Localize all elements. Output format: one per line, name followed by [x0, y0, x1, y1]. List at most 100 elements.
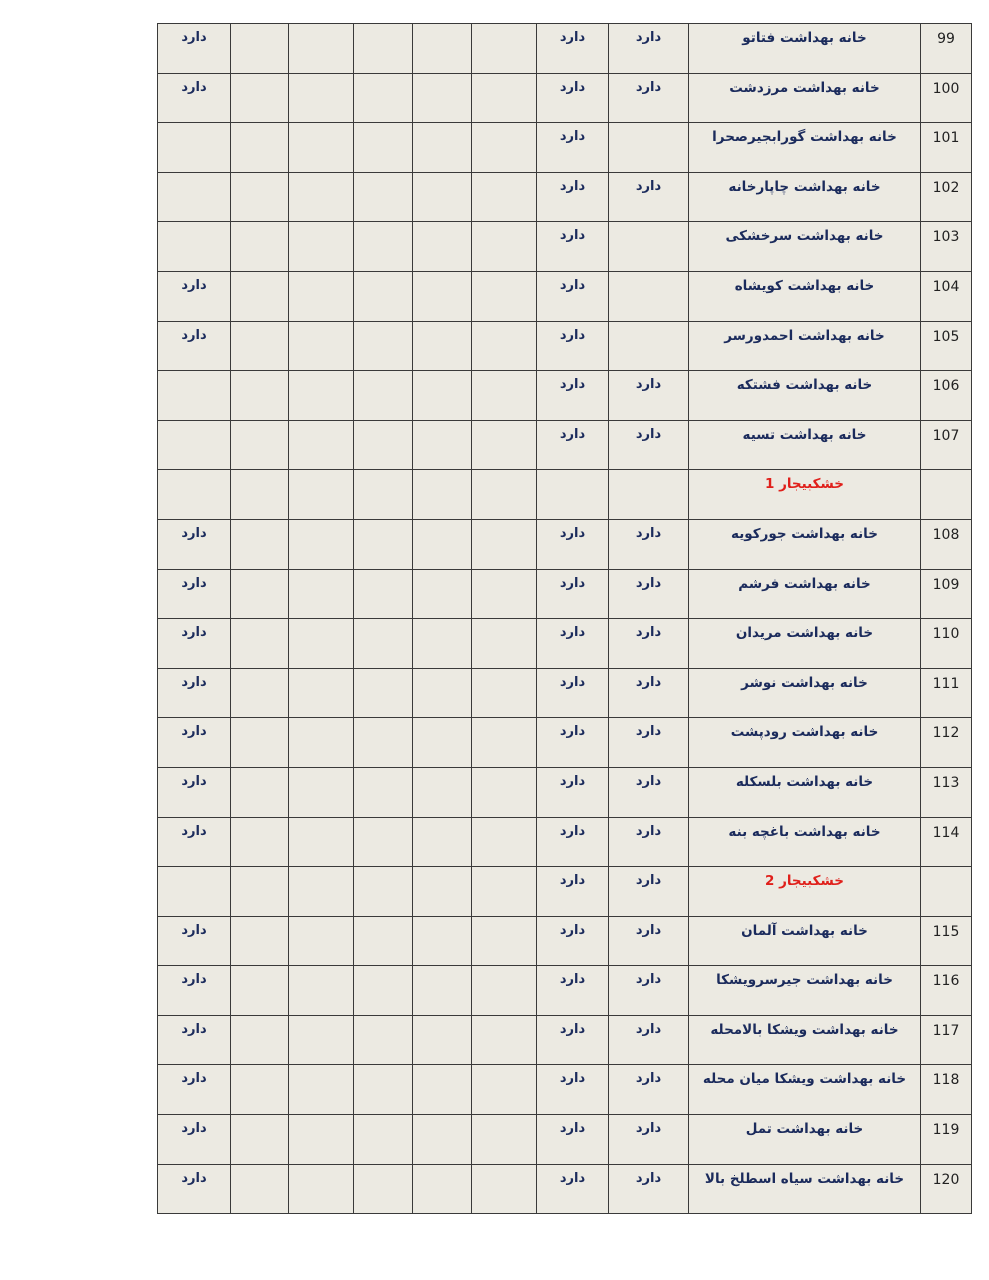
- status-cell-2: [536, 469, 609, 520]
- row-number: 120: [920, 1163, 972, 1215]
- status-cell-7: [230, 221, 289, 272]
- status-cell-1: دارد: [608, 667, 689, 719]
- health-house-name: خانه بهداشت جورکویه: [688, 518, 921, 570]
- status-cell-8: [157, 419, 231, 471]
- status-cell-6: [288, 816, 354, 868]
- status-cell-5: [353, 915, 413, 967]
- status-cell-8: دارد: [157, 766, 231, 818]
- status-cell-8: [157, 866, 231, 917]
- status-cell-8: دارد: [157, 1064, 231, 1116]
- status-cell-6: [288, 221, 354, 272]
- status-cell-5: [353, 72, 413, 124]
- status-cell-5: [353, 320, 413, 372]
- status-cell-5: [353, 270, 413, 322]
- health-house-name: خانه بهداشت سیاه اسطلخ بالا: [688, 1163, 921, 1215]
- status-cell-8: دارد: [157, 816, 231, 868]
- status-cell-4: [412, 965, 472, 1016]
- status-cell-7: [230, 667, 289, 719]
- status-cell-6: [288, 1114, 354, 1165]
- table-row: 109 خانه بهداشت فرشم دارد دارد دارد: [157, 568, 972, 620]
- status-cell-6: [288, 370, 354, 421]
- status-cell-1: دارد: [608, 568, 689, 620]
- status-cell-1: دارد: [608, 717, 689, 768]
- status-cell-1: دارد: [608, 72, 689, 124]
- health-house-name: خانه بهداشت کویشاه: [688, 270, 921, 322]
- status-cell-5: [353, 23, 413, 74]
- status-cell-3: [471, 518, 537, 570]
- status-cell-2: دارد: [536, 866, 609, 917]
- status-cell-4: [412, 270, 472, 322]
- status-cell-5: [353, 667, 413, 719]
- status-cell-6: [288, 72, 354, 124]
- status-cell-1: دارد: [608, 1163, 689, 1215]
- status-cell-6: [288, 866, 354, 917]
- health-house-name: خانه بهداشت ویشکا میان محله: [688, 1064, 921, 1116]
- status-cell-1: [608, 122, 689, 173]
- status-cell-4: [412, 171, 472, 223]
- status-cell-5: [353, 370, 413, 421]
- status-cell-1: دارد: [608, 171, 689, 223]
- section-title: خشکبیجار 2: [688, 866, 921, 917]
- status-cell-2: دارد: [536, 320, 609, 372]
- health-house-name: خانه بهداشت فرشم: [688, 568, 921, 620]
- status-cell-2: دارد: [536, 816, 609, 868]
- status-cell-5: [353, 717, 413, 768]
- table-row: 120 خانه بهداشت سیاه اسطلخ بالا دارد دارد دا…: [157, 1163, 972, 1215]
- row-number: 106: [920, 370, 972, 421]
- table-row: 110 خانه بهداشت مریدان دارد دارد دارد: [157, 618, 972, 669]
- status-cell-5: [353, 618, 413, 669]
- status-cell-6: [288, 469, 354, 520]
- status-cell-3: [471, 717, 537, 768]
- status-cell-1: دارد: [608, 370, 689, 421]
- status-cell-7: [230, 915, 289, 967]
- table-row: 113 خانه بهداشت بلسکله دارد دارد دارد: [157, 766, 972, 818]
- status-cell-4: [412, 667, 472, 719]
- status-cell-3: [471, 915, 537, 967]
- row-number: 119: [920, 1114, 972, 1165]
- status-cell-1: دارد: [608, 23, 689, 74]
- table-row: 102 خانه بهداشت چاپارخانه دارد دارد: [157, 171, 972, 223]
- status-cell-4: [412, 816, 472, 868]
- health-house-name: خانه بهداشت مرزدشت: [688, 72, 921, 124]
- row-number: 117: [920, 1014, 972, 1066]
- status-cell-6: [288, 320, 354, 372]
- row-number: 110: [920, 618, 972, 669]
- status-cell-3: [471, 419, 537, 471]
- status-cell-2: دارد: [536, 618, 609, 669]
- section-title: خشکبیجار 1: [688, 469, 921, 520]
- status-cell-8: [157, 221, 231, 272]
- health-house-name: خانه بهداشت تسیه: [688, 419, 921, 471]
- status-cell-7: [230, 766, 289, 818]
- status-cell-1: دارد: [608, 518, 689, 570]
- status-cell-5: [353, 122, 413, 173]
- section-row: خشکبیجار 2 دارد دارد: [157, 866, 972, 917]
- health-house-name: خانه بهداشت ویشکا بالامحله: [688, 1014, 921, 1066]
- status-cell-5: [353, 1163, 413, 1215]
- status-cell-4: [412, 1014, 472, 1066]
- status-cell-2: دارد: [536, 1014, 609, 1066]
- status-cell-7: [230, 370, 289, 421]
- status-cell-3: [471, 1064, 537, 1116]
- status-cell-1: دارد: [608, 1114, 689, 1165]
- status-cell-6: [288, 618, 354, 669]
- status-cell-8: دارد: [157, 518, 231, 570]
- status-cell-7: [230, 518, 289, 570]
- status-cell-1: دارد: [608, 816, 689, 868]
- status-cell-5: [353, 221, 413, 272]
- row-number: 108: [920, 518, 972, 570]
- status-cell-6: [288, 518, 354, 570]
- status-cell-2: دارد: [536, 1064, 609, 1116]
- status-cell-3: [471, 221, 537, 272]
- row-number: 118: [920, 1064, 972, 1116]
- status-cell-8: دارد: [157, 23, 231, 74]
- row-number: 113: [920, 766, 972, 818]
- status-cell-6: [288, 171, 354, 223]
- status-cell-6: [288, 419, 354, 471]
- status-cell-4: [412, 23, 472, 74]
- status-cell-2: دارد: [536, 915, 609, 967]
- status-cell-4: [412, 568, 472, 620]
- section-row: خشکبیجار 1: [157, 469, 972, 520]
- status-cell-7: [230, 618, 289, 669]
- row-number: [920, 469, 972, 520]
- status-cell-3: [471, 1114, 537, 1165]
